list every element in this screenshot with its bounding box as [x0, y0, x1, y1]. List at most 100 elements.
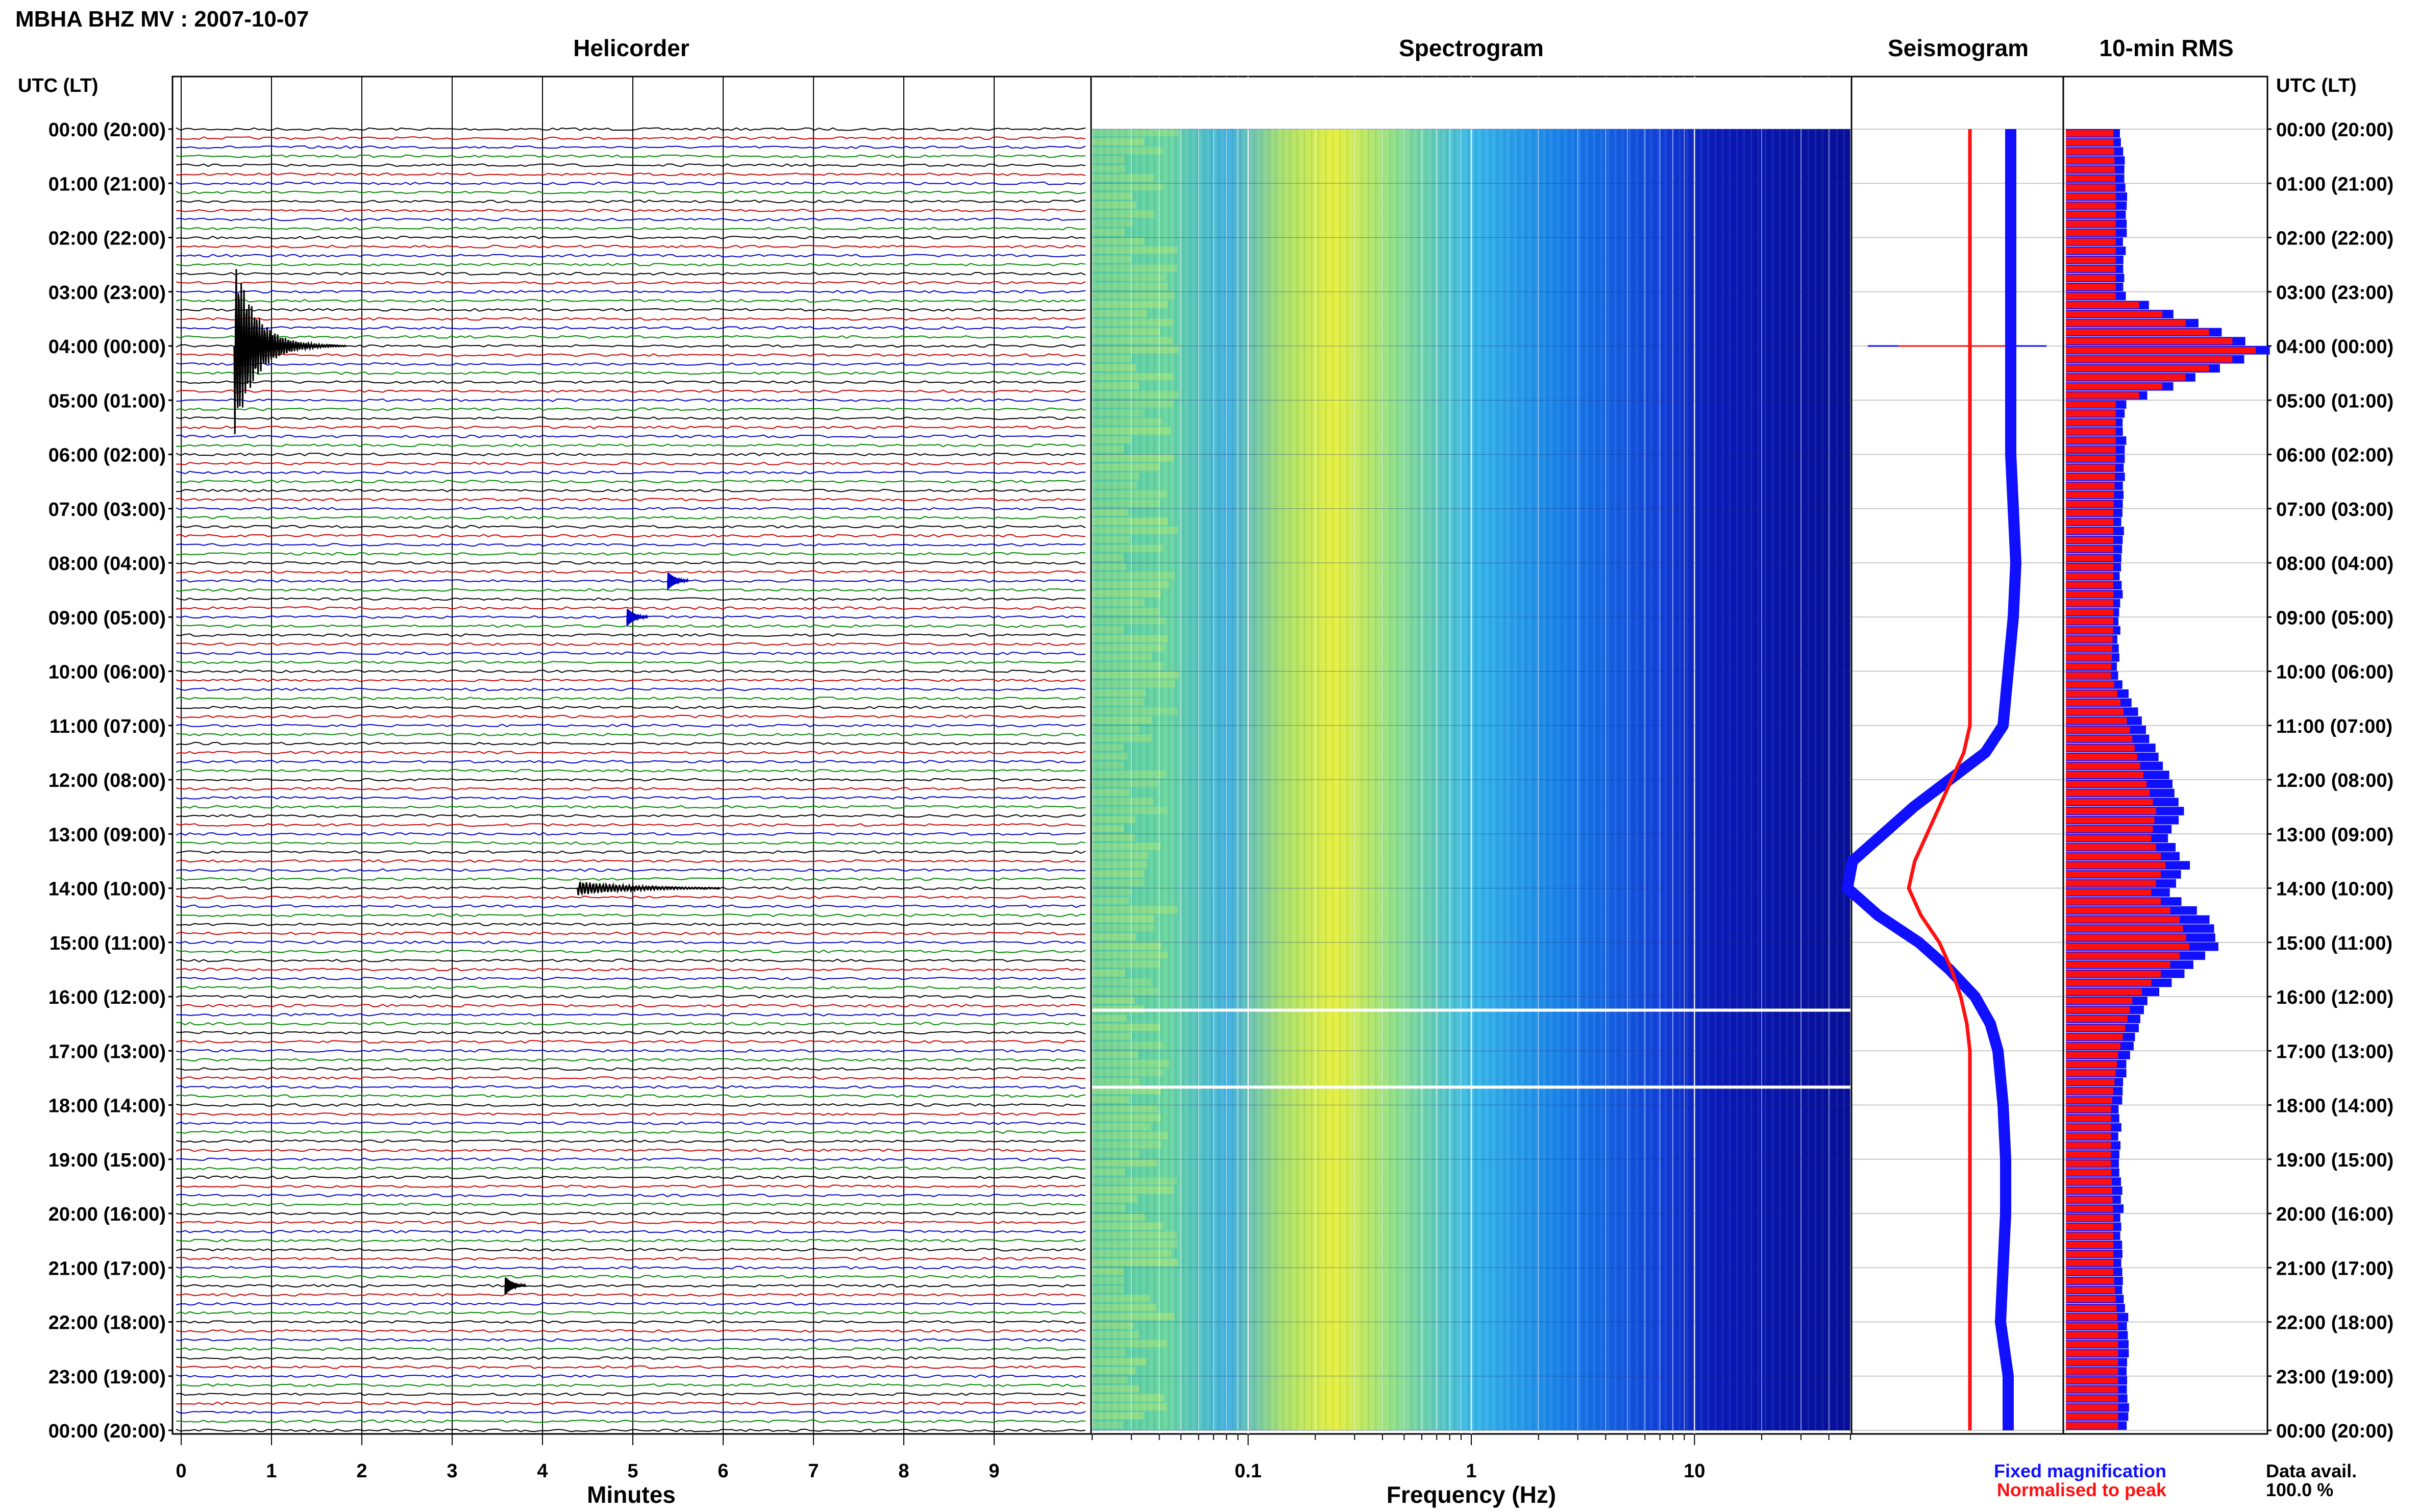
spectrogram-row-band: [1092, 1285, 1124, 1293]
minute-tick-label: 8: [898, 1460, 909, 1482]
spectrogram-row-band: [1092, 210, 1155, 218]
rms-bar-normalised: [2066, 1422, 2118, 1429]
rms-bar-normalised: [2066, 193, 2116, 200]
rms-bar-normalised: [2066, 1151, 2111, 1158]
rms-bar-normalised: [2066, 735, 2133, 742]
panel-title-spectrogram: Spectrogram: [1399, 35, 1544, 61]
rms-bar-normalised: [2066, 148, 2114, 155]
spectrogram-row-band: [1092, 1132, 1168, 1139]
spectrogram-row-band: [1092, 445, 1124, 453]
spectrogram-row-band: [1092, 951, 1168, 959]
rms-bar-normalised: [2066, 853, 2161, 860]
time-label-left: 01:00 (21:00): [48, 173, 166, 195]
rms-bar-normalised: [2066, 365, 2209, 372]
rms-bar-normalised: [2066, 464, 2115, 471]
spectrogram-row-band: [1092, 1304, 1156, 1311]
helicorder-trace-row: [176, 949, 1086, 954]
rms-bar-normalised: [2066, 1286, 2115, 1294]
spectrogram-row-band: [1092, 1276, 1124, 1284]
rms-bar-normalised: [2066, 166, 2115, 173]
spectrogram-row-band: [1092, 888, 1132, 896]
rms-bar-normalised: [2066, 175, 2115, 182]
spectrogram-row-band: [1092, 1322, 1134, 1329]
helicorder-event: [626, 609, 649, 626]
time-label-right: 01:00 (21:00): [2276, 173, 2393, 195]
rms-bar-normalised: [2066, 1323, 2118, 1330]
time-label-left: 06:00 (02:00): [48, 445, 166, 466]
spectrogram-row-band: [1092, 1376, 1128, 1383]
helicorder-trace-row: [176, 823, 1086, 827]
time-label-right: 12:00 (08:00): [2276, 770, 2393, 791]
time-label-left: 12:00 (08:00): [48, 770, 166, 791]
spectrogram-row-band: [1092, 563, 1127, 570]
rms-bar-normalised: [2066, 816, 2155, 824]
helicorder-trace-row: [176, 1401, 1086, 1405]
helicorder-trace-row: [176, 868, 1086, 872]
rms-bar-normalised: [2066, 1115, 2111, 1122]
helicorder-trace-row: [176, 1284, 1086, 1288]
helicorder-trace-row: [176, 1229, 1086, 1234]
rms-bar-normalised: [2066, 1070, 2116, 1077]
spectrogram-row-band: [1092, 318, 1173, 326]
time-label-right: 06:00 (02:00): [2276, 445, 2393, 466]
rms-bar-normalised: [2066, 1368, 2118, 1375]
rms-bar-normalised: [2066, 292, 2116, 300]
rms-bar-normalised: [2066, 1178, 2112, 1185]
spectrogram-row-band: [1092, 1069, 1164, 1076]
rms-bar-normalised: [2066, 681, 2114, 688]
helicorder-trace-row: [176, 724, 1086, 728]
rms-bar-normalised: [2066, 1025, 2126, 1031]
minute-tick-label: 9: [989, 1460, 999, 1482]
spectrogram-row-band: [1092, 1421, 1123, 1429]
spectrogram-row-band: [1092, 535, 1130, 543]
rms-bar-normalised: [2066, 1015, 2128, 1023]
spectrogram-row-band: [1092, 337, 1173, 344]
spectrogram-row-band: [1092, 1014, 1127, 1022]
rms-bar-normalised: [2066, 284, 2116, 290]
spectrogram-row-band: [1092, 174, 1154, 182]
helicorder-trace-row: [176, 1067, 1086, 1071]
spectrogram-row-texture: [1092, 129, 1179, 1429]
rms-bar-normalised: [2066, 889, 2152, 896]
rms-bar-normalised: [2066, 501, 2114, 507]
spectrogram-row-band: [1092, 924, 1155, 932]
rms-bar-normalised: [2066, 1160, 2111, 1167]
spectrogram-row-band: [1092, 743, 1123, 751]
time-label-right: 10:00 (06:00): [2276, 662, 2393, 683]
spectrogram-row-band: [1092, 879, 1145, 886]
rms-bar-normalised: [2066, 184, 2116, 191]
spectrogram-row-band: [1092, 608, 1159, 615]
spectrogram-row-band: [1092, 355, 1131, 362]
spectrogram-row-band: [1092, 228, 1125, 236]
spectrogram-row-band: [1092, 246, 1178, 254]
spectrogram-row-band: [1092, 500, 1159, 507]
helicorder-trace-row: [176, 507, 1086, 511]
helicorder-trace-row: [176, 163, 1086, 167]
time-label-right: 02:00 (22:00): [2276, 228, 2393, 250]
time-label-right: 03:00 (23:00): [2276, 282, 2393, 304]
spectrogram-row-band: [1092, 1204, 1126, 1212]
helicorder-trace-row: [176, 624, 1086, 628]
helicorder-trace-row: [176, 1293, 1086, 1297]
time-label-left: 05:00 (01:00): [48, 390, 166, 412]
rms-bar-normalised: [2066, 1386, 2118, 1393]
rms-bar-normalised: [2066, 1043, 2120, 1050]
spectrogram-row-band: [1092, 1403, 1167, 1410]
rms-bar-normalised: [2066, 1142, 2111, 1149]
rms-bar-normalised: [2066, 509, 2113, 516]
rms-bar-normalised: [2066, 672, 2111, 679]
spectrogram-row-band: [1092, 1150, 1141, 1158]
rms-bar-normalised: [2066, 1187, 2112, 1194]
rms-bar-normalised: [2066, 1060, 2117, 1068]
helicorder-trace-row: [176, 805, 1086, 809]
spectrogram-grid: [1092, 77, 1851, 1434]
helicorder-trace-row: [176, 1121, 1086, 1125]
spectrogram-row-band: [1092, 698, 1144, 706]
helicorder-trace-row: [176, 895, 1086, 899]
helicorder-trace-row: [176, 940, 1086, 945]
helicorder-trace-row: [176, 217, 1086, 221]
helicorder-trace-row: [176, 1202, 1086, 1206]
helicorder-trace-row: [176, 1130, 1086, 1134]
rms-bar-normalised: [2066, 618, 2113, 625]
helicorder-trace-row: [176, 904, 1085, 908]
